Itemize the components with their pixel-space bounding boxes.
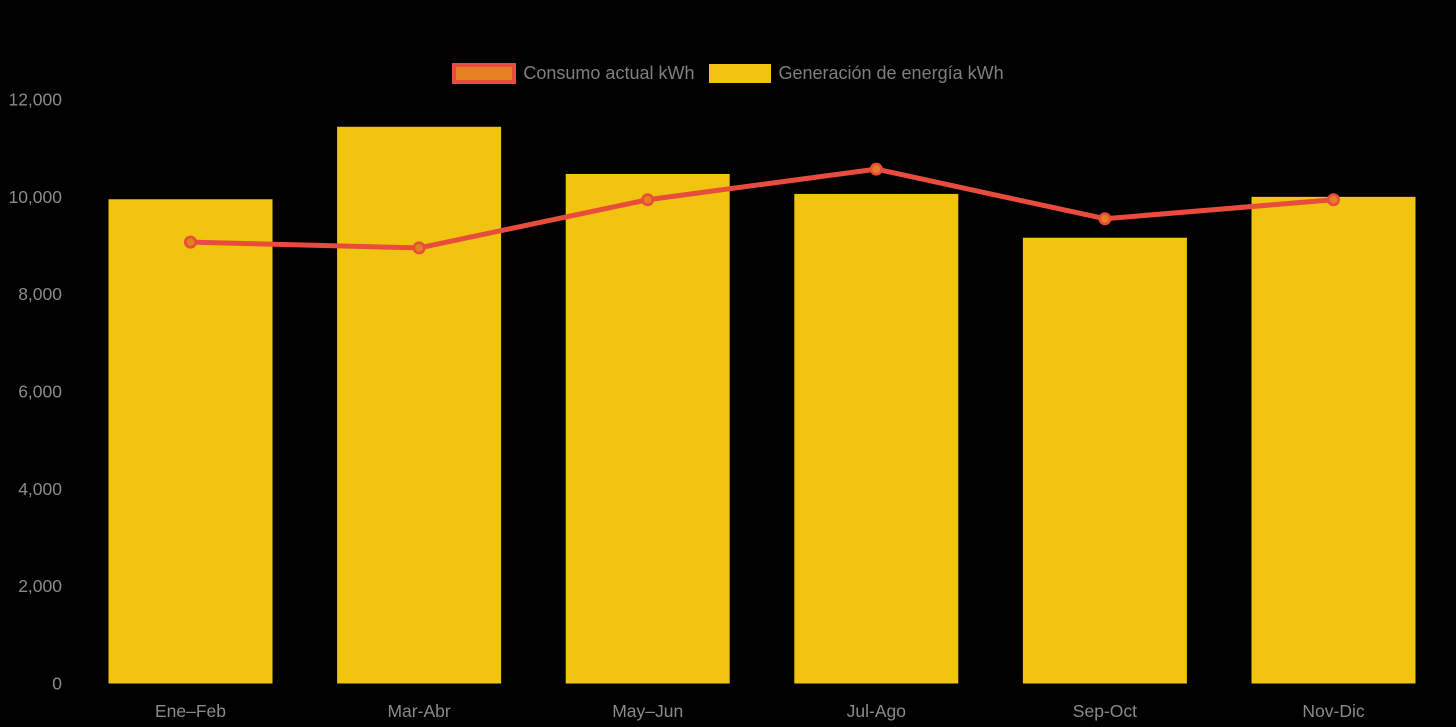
bar-segment	[794, 193, 959, 684]
line-marker	[641, 193, 655, 207]
x-axis-label: Mar-Abr	[387, 701, 450, 721]
legend-swatch-bar-icon	[709, 64, 772, 83]
bar-segment	[1251, 196, 1416, 684]
consumption-line	[188, 166, 1336, 251]
bar-segment	[1022, 237, 1187, 684]
bar-segment	[108, 199, 273, 684]
x-axis-label: Sep-Oct	[1073, 701, 1137, 721]
line-marker	[184, 235, 198, 249]
line-marker	[1098, 212, 1112, 226]
y-tick-label: 8,000	[18, 284, 62, 304]
chart-legend: Consumo actual kWh Generación de energía…	[0, 63, 1456, 84]
x-axis-label: Ene–Feb	[155, 701, 226, 721]
y-tick-label: 0	[52, 674, 62, 694]
line-marker	[1327, 193, 1341, 207]
legend-swatch-line-icon	[452, 63, 517, 84]
legend-item-consumo-actual[interactable]: Consumo actual kWh	[452, 63, 694, 84]
legend-label-generacion-energia: Generación de energía kWh	[778, 63, 1004, 83]
line-marker	[869, 162, 883, 176]
bar-segment	[565, 173, 730, 684]
legend-item-generacion-energia[interactable]: Generación de energía kWh	[709, 63, 1004, 84]
y-tick-label: 12,000	[8, 90, 62, 110]
x-axis-label: Nov-Dic	[1302, 701, 1364, 721]
y-tick-label: 4,000	[18, 479, 62, 499]
x-axis-label: Jul-Ago	[847, 701, 906, 721]
y-tick-label: 6,000	[18, 382, 62, 402]
legend-label-consumo-actual: Consumo actual kWh	[523, 63, 695, 83]
x-axis-label: May–Jun	[612, 701, 683, 721]
bar-segment	[337, 126, 502, 684]
line-marker	[412, 241, 426, 255]
y-tick-label: 2,000	[18, 576, 62, 596]
y-tick-label: 10,000	[8, 187, 62, 207]
